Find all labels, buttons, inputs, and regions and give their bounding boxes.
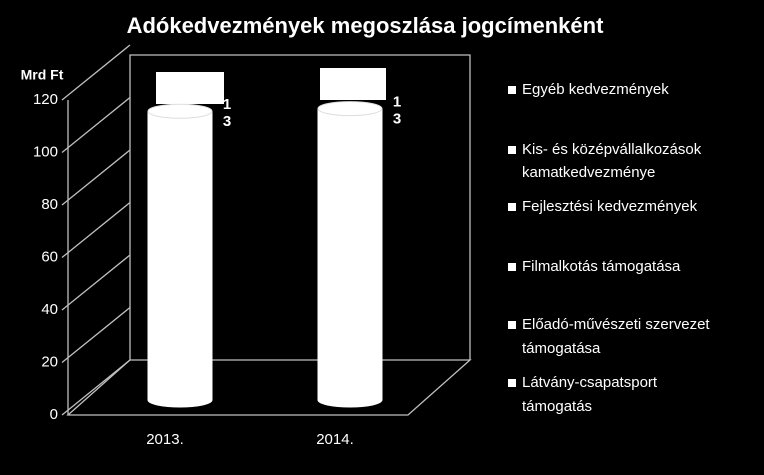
back-wall [129,54,471,360]
y-tick-label: 40 [41,301,58,318]
tick-depth-line [61,96,131,154]
label-box [156,72,224,104]
legend-label: Fejlesztési kedvezmények [522,198,698,215]
cylinder-top [317,101,383,117]
cylinder-top [147,103,213,119]
cylinder-segment [317,153,383,219]
legend-swatch [508,321,516,329]
data-label: 1 [223,96,231,113]
legend-label: Előadó-művészeti szervezet támogatása [522,316,710,357]
y-axis-label: Mrd Ft [21,67,64,83]
legend-label: Filmalkotás támogatása [522,258,681,275]
data-label: 3 [393,111,401,128]
y-tick-label: 20 [41,353,58,370]
legend-label: Látvány-csapatsport támogatás [522,374,658,415]
data-label: 1 [393,94,401,111]
data-label: 3 [223,113,231,130]
x-tick-label: 2013. [146,431,184,448]
cylinder-segment [147,216,213,408]
y-tick-label: 100 [33,143,58,160]
tick-depth-line [61,359,131,416]
y-tick-label: 0 [50,406,58,423]
legend-swatch [508,379,516,387]
x-tick-label: 2014. [316,431,354,448]
cylinder-segment [317,210,383,408]
y-tick-label: 80 [41,196,58,213]
tick-depth-line [61,201,131,259]
legend-label: Kis- és középvállalkozások kamatkedvezmén… [522,141,702,181]
cylinder-segment [147,163,213,224]
chart-title: Adókedvezmények megoszlása jogcímenként [127,13,605,38]
legend-swatch [508,146,516,154]
legend-swatch [508,263,516,271]
y-tick-label: 120 [33,91,58,108]
tick-depth-line [61,306,131,364]
floor [66,359,472,416]
legend-label: Egyéb kedvezmények [522,81,669,98]
label-box [320,68,386,100]
tick-depth-line [61,149,131,206]
legend-swatch [508,86,516,94]
legend-swatch [508,203,516,211]
tick-depth-line [61,44,131,101]
tick-depth-line [61,254,131,311]
y-tick-label: 60 [41,248,58,265]
